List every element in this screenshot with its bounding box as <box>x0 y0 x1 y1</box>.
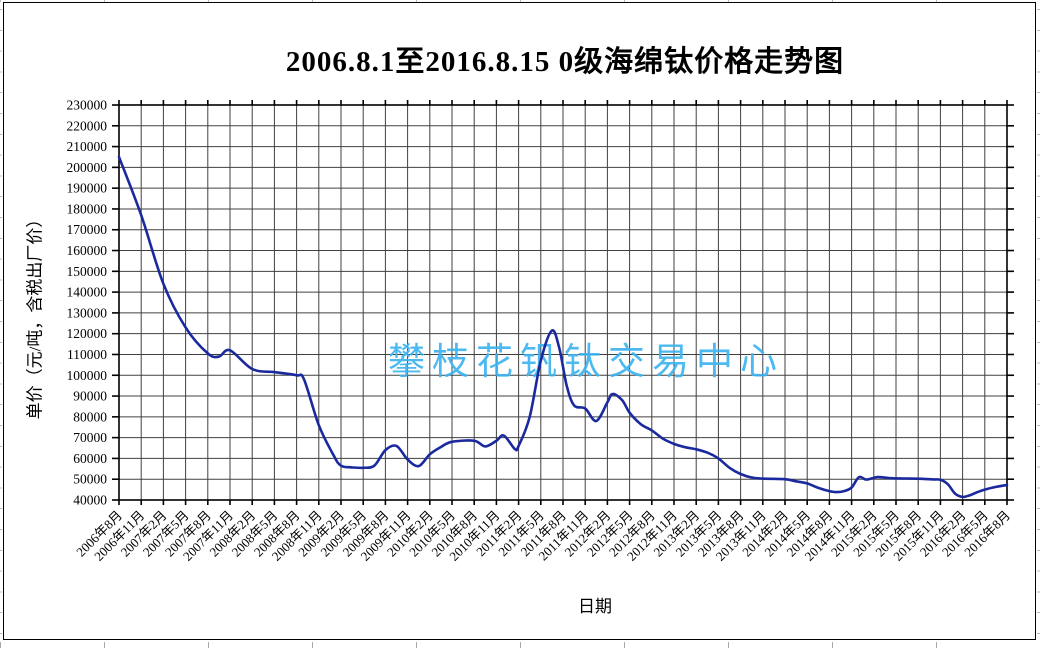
chart-title: 2006.8.1至2016.8.15 0级海绵钛价格走势图 <box>285 46 845 78</box>
sheet-gridline-stubs-top <box>0 0 1040 2</box>
chart-outer-border <box>3 2 1036 640</box>
sheet-gridline-stubs-bottom <box>0 642 1040 648</box>
x-axis-title: 日期 <box>578 597 612 616</box>
sheet-gridline-stubs-left <box>0 9 2 639</box>
sheet-gridline-stubs-right <box>1037 9 1040 639</box>
y-axis-title: 单价（元/吨，含税出厂价） <box>25 210 45 420</box>
